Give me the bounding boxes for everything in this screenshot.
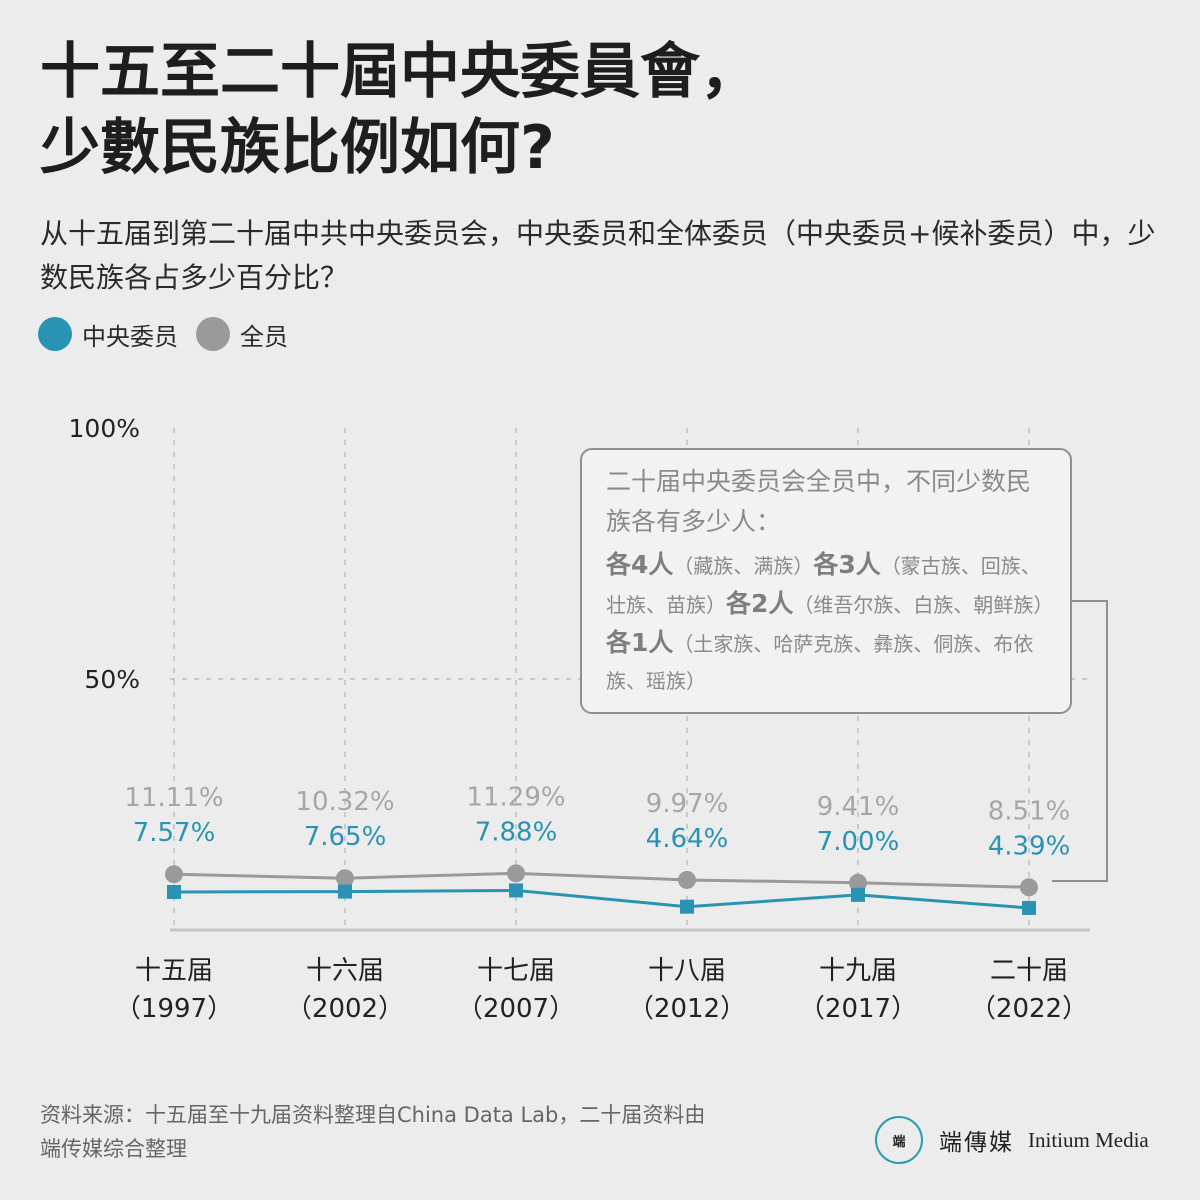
point-all <box>1020 878 1038 897</box>
data-label-all: 11.29% <box>466 782 565 812</box>
legend-item-central: 中央委员 <box>38 317 178 352</box>
point-all <box>678 870 696 889</box>
point-central <box>338 884 352 899</box>
callout-count-3: 各3人 <box>813 550 881 579</box>
data-label-all: 8.51% <box>988 796 1071 826</box>
x-tick-label-term: 十七届 <box>477 956 555 986</box>
ethnic-breakdown-callout: 二十届中央委员会全员中，不同少数民族各有多少人： 各4人（藏族、满族）各3人（蒙… <box>580 448 1072 714</box>
x-tick-label-term: 十五届 <box>135 956 213 986</box>
series-line-all <box>173 871 1030 889</box>
chart-subtitle: 从十五届到第二十届中共中央委员会，中央委员和全体委员（中央委员+候补委员）中，少… <box>40 217 1156 294</box>
data-label-all: 9.97% <box>646 789 729 819</box>
x-tick-label-year: （2012） <box>628 994 746 1024</box>
data-label-central: 4.64% <box>646 824 729 854</box>
callout-connector-line <box>1052 600 1108 882</box>
initium-logo-icon: 端 <box>875 1116 923 1164</box>
data-label-all: 11.11% <box>124 783 223 813</box>
data-label-central: 7.65% <box>304 822 387 852</box>
point-central <box>167 884 181 899</box>
point-central <box>851 887 865 902</box>
title-line-2: 少數民族比例如何? <box>40 113 555 183</box>
data-label-central: 7.57% <box>133 818 216 848</box>
callout-count-2: 各2人 <box>726 589 794 618</box>
callout-list-1: （土家族、哈萨克族、彝族、侗族、布依族、瑶族） <box>606 632 1034 693</box>
point-central <box>1022 900 1036 915</box>
point-central <box>509 883 523 898</box>
point-all <box>336 869 354 888</box>
x-tick-label-term: 十九届 <box>819 956 897 986</box>
point-all <box>849 873 867 892</box>
data-label-central: 7.00% <box>817 827 900 857</box>
callout-heading: 二十届中央委员会全员中，不同少数民族各有多少人： <box>606 467 1032 536</box>
y-tick-label: 100% <box>69 414 140 443</box>
legend-item-all: 全员 <box>196 317 288 352</box>
x-tick-label-year: （2017） <box>799 994 917 1024</box>
callout-list-4: （藏族、满族） <box>673 554 814 578</box>
x-tick-label-term: 十八届 <box>648 956 726 986</box>
series-line-central <box>173 888 1030 910</box>
brand: 端 端傳媒 Initium Media <box>875 1115 1149 1165</box>
callout-list-2: （维吾尔族、白族、朝鲜族） <box>793 593 1054 617</box>
chart-title: 十五至二十屆中央委員會， 少數民族比例如何? <box>40 34 1160 186</box>
x-tick-label-year: （2007） <box>457 994 575 1024</box>
point-central <box>680 899 694 914</box>
x-tick-label-term: 二十届 <box>990 956 1068 986</box>
legend-label-central: 中央委员 <box>82 322 178 351</box>
x-tick-label-year: （2002） <box>286 994 404 1024</box>
data-label-all: 10.32% <box>295 787 394 817</box>
point-all <box>507 864 525 883</box>
brand-name-cn: 端傳媒 <box>939 1130 1014 1156</box>
callout-body: 各4人（藏族、满族）各3人（蒙古族、回族、壮族、苗族）各2人（维吾尔族、白族、朝… <box>606 546 1054 700</box>
brand-name-en: Initium Media <box>1028 1127 1149 1152</box>
callout-list-3: （蒙古族、回族、壮族、苗族） <box>606 554 1041 617</box>
legend-label-all: 全员 <box>240 322 288 351</box>
data-label-all: 9.41% <box>817 792 900 822</box>
y-tick-label: 50% <box>84 665 140 694</box>
legend-swatch-all <box>196 317 230 351</box>
legend: 中央委员 全员 <box>38 314 306 354</box>
x-tick-label-year: （1997） <box>115 994 233 1024</box>
source-note: 资料来源：十五届至十九届资料整理自China Data Lab，二十届资料由端传… <box>40 1103 706 1161</box>
x-tick-label-term: 十六届 <box>306 956 384 986</box>
x-tick-label-year: （2022） <box>970 994 1088 1024</box>
title-line-1: 十五至二十屆中央委員會， <box>40 37 760 107</box>
legend-swatch-central <box>38 317 72 351</box>
callout-count-4: 各4人 <box>606 550 674 579</box>
data-label-central: 7.88% <box>475 817 558 847</box>
callout-count-1: 各1人 <box>606 628 674 657</box>
point-all <box>165 865 183 884</box>
data-label-central: 4.39% <box>988 831 1071 861</box>
